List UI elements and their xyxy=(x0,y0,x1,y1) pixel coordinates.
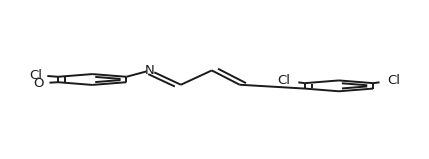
Text: Cl: Cl xyxy=(387,74,400,87)
Text: O: O xyxy=(33,77,44,90)
Text: Cl: Cl xyxy=(29,69,42,82)
Text: Cl: Cl xyxy=(278,74,290,87)
Text: N: N xyxy=(145,64,155,77)
